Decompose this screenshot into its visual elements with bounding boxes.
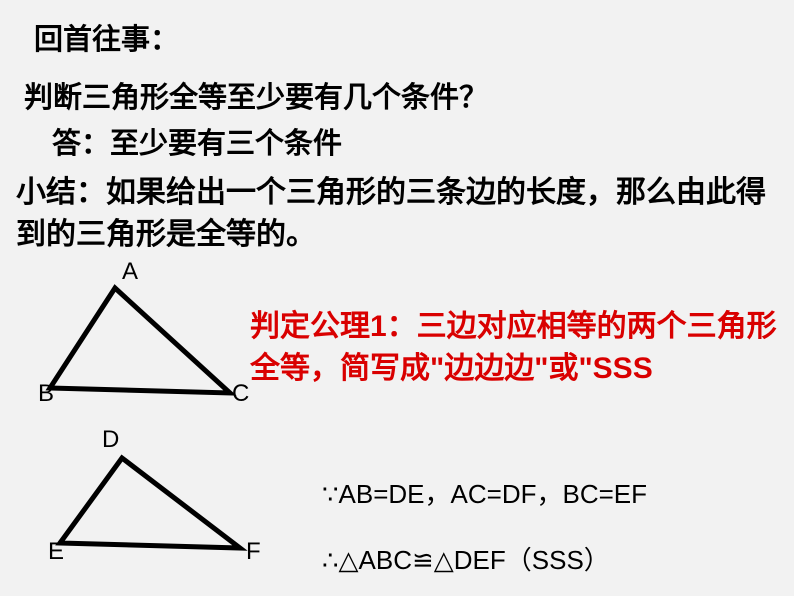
triangle-abc	[20, 268, 250, 418]
vertex-label-f: F	[246, 538, 261, 566]
given-statement: ∵AB=DE，AC=DF，BC=EF	[322, 474, 647, 511]
theorem-text: 判定公理1：三边对应相等的两个三角形全等，简写成"边边边"或"SSS	[250, 306, 790, 390]
vertex-label-c: C	[232, 380, 249, 408]
vertex-label-d: D	[102, 426, 119, 454]
answer-text: 答：至少要有三个条件	[52, 120, 342, 162]
question-text: 判断三角形全等至少要有几个条件？	[24, 74, 488, 116]
triangles-diagram: A B C D E F	[20, 258, 250, 578]
conclusion-statement: ∴△ABC≌△DEF（SSS）	[322, 540, 610, 577]
vertex-label-e: E	[48, 538, 64, 566]
vertex-label-b: B	[38, 380, 54, 408]
vertex-label-a: A	[122, 258, 138, 286]
summary-text: 小结：如果给出一个三角形的三条边的长度，那么由此得到的三角形是全等的。	[16, 172, 776, 256]
triangle-def	[30, 438, 270, 568]
section-title: 回首往事：	[34, 16, 179, 58]
